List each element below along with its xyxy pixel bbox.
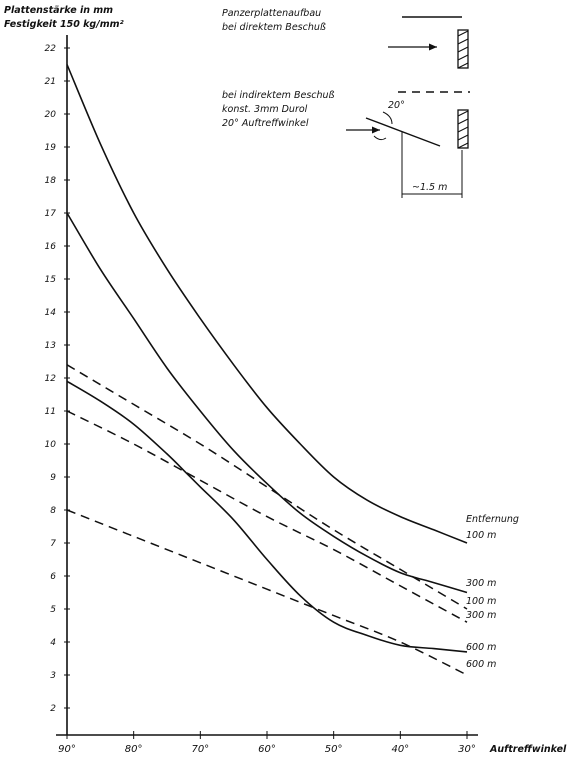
series-label-dashed-300m: 300 m (466, 610, 496, 621)
indirect-fire-title: bei indirektem Beschuß (222, 90, 335, 101)
y-tick-label: 5 (50, 605, 56, 615)
indirect-fire-duralumin: konst. 3mm Durol (222, 104, 308, 115)
y-tick-label: 16 (45, 242, 57, 252)
duralumin-plate (365, 117, 441, 147)
direct-armor-plate (457, 29, 469, 69)
series-solid-100m-line (66, 64, 468, 544)
indirect-arrowhead (372, 126, 380, 134)
x-tick-label: 70° (191, 744, 209, 755)
series-label-solid-100m: 100 m (466, 530, 496, 541)
series-layer (66, 64, 468, 676)
direct-fire-subtitle: bei direktem Beschuß (222, 22, 326, 33)
x-ticks: 90° 80° 70° 60° 50° 40° 30° (58, 731, 476, 755)
indirect-fire-angle: 20° Auftreffwinkel (222, 118, 309, 129)
y-tick-label: 6 (50, 572, 56, 582)
series-dashed-300m-line (66, 410, 468, 623)
series-dashed-600m-line (66, 509, 468, 676)
x-tick-label: 50° (325, 744, 343, 755)
legend-title: Entfernung (466, 514, 519, 525)
armor-layout-diagram: Panzerplattenaufbau bei direktem Beschuß… (222, 8, 470, 198)
angle-arc (382, 111, 393, 125)
series-labels: 100 m 300 m 600 m 100 m 300 m 600 m (466, 530, 496, 670)
impact-angle-label: 20° (388, 100, 405, 111)
y-tick-label: 13 (45, 341, 57, 351)
x-axis-title: Auftreffwinkel (489, 744, 567, 755)
indirect-plate-hatch (457, 110, 469, 149)
y-axis-title-line2: Festigkeit 150 kg/mm² (4, 19, 124, 30)
y-tick-label: 14 (45, 308, 57, 318)
series-dashed-100m-line (66, 364, 468, 610)
x-tick-label: 60° (258, 744, 276, 755)
series-solid-300m-line (66, 212, 468, 594)
y-tick-label: 4 (50, 638, 56, 648)
y-tick-label: 17 (45, 209, 57, 219)
y-tick-label: 12 (45, 374, 57, 384)
direct-fire-title: Panzerplattenaufbau (222, 8, 321, 19)
y-tick-label: 10 (45, 440, 57, 450)
series-label-solid-300m: 300 m (466, 578, 496, 589)
direct-arrowhead (429, 43, 437, 51)
x-tick-label: 40° (391, 744, 409, 755)
series-label-dashed-100m: 100 m (466, 596, 496, 607)
y-tick-label: 19 (45, 143, 57, 153)
x-tick-label: 30° (458, 744, 476, 755)
y-ticks: 2 3 4 5 6 7 8 9 10 11 12 13 14 15 16 17 18 19 20 21 22 (45, 44, 70, 714)
y-tick-label: 3 (50, 671, 56, 681)
y-tick-label: 7 (50, 539, 56, 549)
y-tick-label: 15 (45, 275, 57, 285)
y-tick-label: 21 (45, 77, 56, 87)
distance-label: ~1.5 m (412, 182, 447, 193)
series-solid-600m-line (66, 380, 468, 653)
indirect-armor-plate (457, 109, 469, 149)
direct-plate-hatch (457, 30, 469, 69)
x-tick-label: 80° (125, 744, 143, 755)
x-tick-label: 90° (58, 744, 76, 755)
y-tick-label: 8 (50, 506, 56, 516)
y-tick-label: 2 (50, 704, 56, 714)
y-tick-label: 11 (45, 407, 56, 417)
y-tick-label: 18 (45, 176, 57, 186)
y-axis-title-line1: Plattenstärke in mm (4, 5, 113, 16)
y-tick-label: 9 (50, 473, 56, 483)
series-label-solid-600m: 600 m (466, 642, 496, 653)
deflection-arc (373, 135, 387, 141)
series-label-dashed-600m: 600 m (466, 659, 496, 670)
y-tick-label: 20 (45, 110, 57, 120)
y-tick-label: 22 (45, 44, 57, 54)
